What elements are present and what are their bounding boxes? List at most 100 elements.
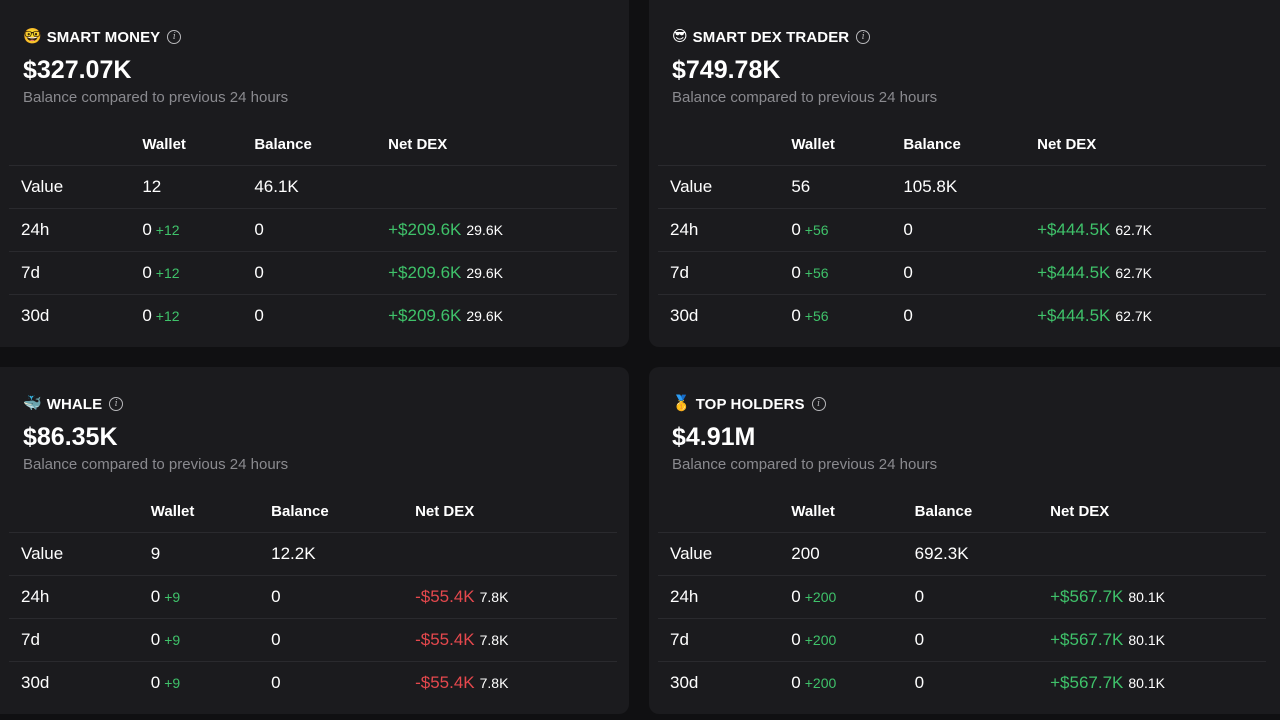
wallet-count: 0 <box>142 220 152 239</box>
table-header-row: Wallet Balance Net DEX <box>658 491 1266 533</box>
card-subtitle: Balance compared to previous 24 hours <box>672 456 938 473</box>
wallet-count: 0 <box>142 306 152 325</box>
balance-cell: 0 <box>914 673 925 692</box>
wallet-delta: +12 <box>155 308 180 324</box>
net-dex-amount: +$209.6K <box>388 220 462 239</box>
wallet-count: 0 <box>791 220 801 239</box>
net-dex-cell <box>403 532 617 576</box>
row-label: Value <box>9 532 139 576</box>
table-row-value: Value 9 12.2K <box>9 532 617 576</box>
table-row-period: 24h 0 +56 0 +$444.5K 62.7K <box>658 208 1266 252</box>
card-title-row: 🥇 TOP HOLDERS i <box>672 394 937 414</box>
net-dex-cell: +$209.6K 29.6K <box>376 295 617 338</box>
table-row-period: 7d 0 +200 0 +$567.7K 80.1K <box>658 618 1266 662</box>
net-dex-amount: +$209.6K <box>388 263 462 282</box>
wallet-count: 0 <box>791 306 801 325</box>
balance-cell: 0 <box>891 208 1026 252</box>
net-dex-volume: 62.7K <box>1115 265 1152 281</box>
table-row-period: 30d 0 +12 0 +$209.6K 29.6K <box>9 295 617 338</box>
net-dex-amount: -$55.4K <box>415 630 475 649</box>
info-icon[interactable]: i <box>856 30 871 44</box>
column-header-balance: Balance <box>242 124 377 166</box>
card-subtitle: Balance compared to previous 24 hours <box>672 89 938 106</box>
wallet-delta: +9 <box>164 675 181 691</box>
row-label: 24h <box>658 575 780 619</box>
row-label: 24h <box>658 208 780 252</box>
card-title-row: 😎 SMART DEX TRADER i <box>672 27 937 47</box>
card-title-row: 🤓 SMART MONEY i <box>23 27 288 47</box>
wallet-count: 0 <box>791 673 801 692</box>
wallet-cell: 0 +12 <box>130 295 242 338</box>
table-row-value: Value 200 692.3K <box>658 532 1266 576</box>
column-header-wallet: Wallet <box>779 124 892 166</box>
wallet-delta: +56 <box>804 308 829 324</box>
table-row-period: 7d 0 +12 0 +$209.6K 29.6K <box>9 251 617 295</box>
net-dex-cell: -$55.4K 7.8K <box>403 575 617 619</box>
column-header-net-dex: Net DEX <box>1025 124 1266 166</box>
stats-table: Wallet Balance Net DEX Value 12 46.1K 24… <box>9 124 617 337</box>
card-subtitle: Balance compared to previous 24 hours <box>23 456 289 473</box>
row-label: 24h <box>9 208 131 252</box>
balance-cell: 0 <box>259 575 404 619</box>
wallet-cell: 0 +9 <box>138 575 260 619</box>
balance-cell: 0 <box>271 673 281 692</box>
info-icon[interactable]: i <box>811 397 826 411</box>
card-amount: $327.07K <box>23 56 132 84</box>
wallet-delta: +200 <box>804 675 837 691</box>
card-amount: $749.78K <box>672 56 781 84</box>
row-label: Value <box>658 532 780 576</box>
net-dex-volume: 80.1K <box>1128 675 1165 691</box>
net-dex-amount: +$444.5K <box>1037 220 1111 239</box>
balance-cell: 46.1K <box>242 165 377 209</box>
wallet-delta: +56 <box>804 222 829 238</box>
wallet-cell: 0 +56 <box>779 251 892 295</box>
net-dex-volume: 29.6K <box>466 265 503 281</box>
net-dex-amount: +$567.7K <box>1050 587 1124 606</box>
category-emoji-icon: 🐳 <box>23 395 42 412</box>
table-row-period: 24h 0 +12 0 +$209.6K 29.6K <box>9 208 617 252</box>
balance-cell: 0 <box>242 208 377 252</box>
balance-cell: 12.2K <box>259 532 404 576</box>
table-row-period: 24h 0 +200 0 +$567.7K 80.1K <box>658 575 1266 619</box>
net-dex-amount: -$55.4K <box>415 673 475 692</box>
net-dex-volume: 7.8K <box>479 632 509 648</box>
card-title: SMART MONEY <box>46 28 161 46</box>
net-dex-volume: 29.6K <box>466 222 503 238</box>
net-dex-cell: +$567.7K 80.1K <box>1038 618 1266 662</box>
table-row-period: 7d 0 +56 0 +$444.5K 62.7K <box>658 251 1266 295</box>
stat-card-top-holders: 🥇 TOP HOLDERS i $4.91M Balance compared … <box>649 367 1280 714</box>
net-dex-volume: 62.7K <box>1115 222 1152 238</box>
wallet-count: 0 <box>150 630 161 649</box>
wallet-cell: 0 +200 <box>779 618 903 662</box>
wallet-count: 0 <box>791 630 801 649</box>
table-header-row: Wallet Balance Net DEX <box>658 124 1266 166</box>
column-header-wallet: Wallet <box>130 124 243 166</box>
stats-table: Wallet Balance Net DEX Value 56 105.8K 2… <box>658 124 1266 337</box>
stat-card-smart-dex-trader: 😎 SMART DEX TRADER i $749.78K Balance co… <box>649 0 1280 347</box>
wallet-count: 0 <box>791 263 801 282</box>
column-header-balance: Balance <box>891 124 1026 166</box>
net-dex-cell <box>1038 532 1266 576</box>
net-dex-amount: -$55.4K <box>415 587 475 606</box>
wallet-cell: 0 +12 <box>130 251 243 295</box>
wallet-cell: 9 <box>138 532 260 576</box>
table-header-row: Wallet Balance Net DEX <box>9 491 617 533</box>
wallet-delta: +9 <box>164 589 181 605</box>
card-header: 🥇 TOP HOLDERS i $4.91M Balance compared … <box>672 394 937 473</box>
column-header-balance: Balance <box>259 491 404 533</box>
info-icon[interactable]: i <box>109 397 124 411</box>
net-dex-cell <box>376 165 617 209</box>
wallet-count: 0 <box>150 587 161 606</box>
card-title: TOP HOLDERS <box>695 395 805 413</box>
card-amount: $4.91M <box>672 423 756 451</box>
table-row-period: 7d 0 +9 0 -$55.4K 7.8K <box>9 618 617 662</box>
balance-cell: 692.3K <box>902 532 1039 576</box>
row-label: 7d <box>9 618 139 662</box>
wallet-delta: +200 <box>804 589 837 605</box>
net-dex-amount: +$567.7K <box>1050 673 1124 692</box>
column-header-balance: Balance <box>902 491 1039 533</box>
info-icon[interactable]: i <box>167 30 182 44</box>
net-dex-cell: +$209.6K 29.6K <box>376 251 617 295</box>
column-header <box>9 124 131 166</box>
wallet-delta: +12 <box>155 265 180 281</box>
